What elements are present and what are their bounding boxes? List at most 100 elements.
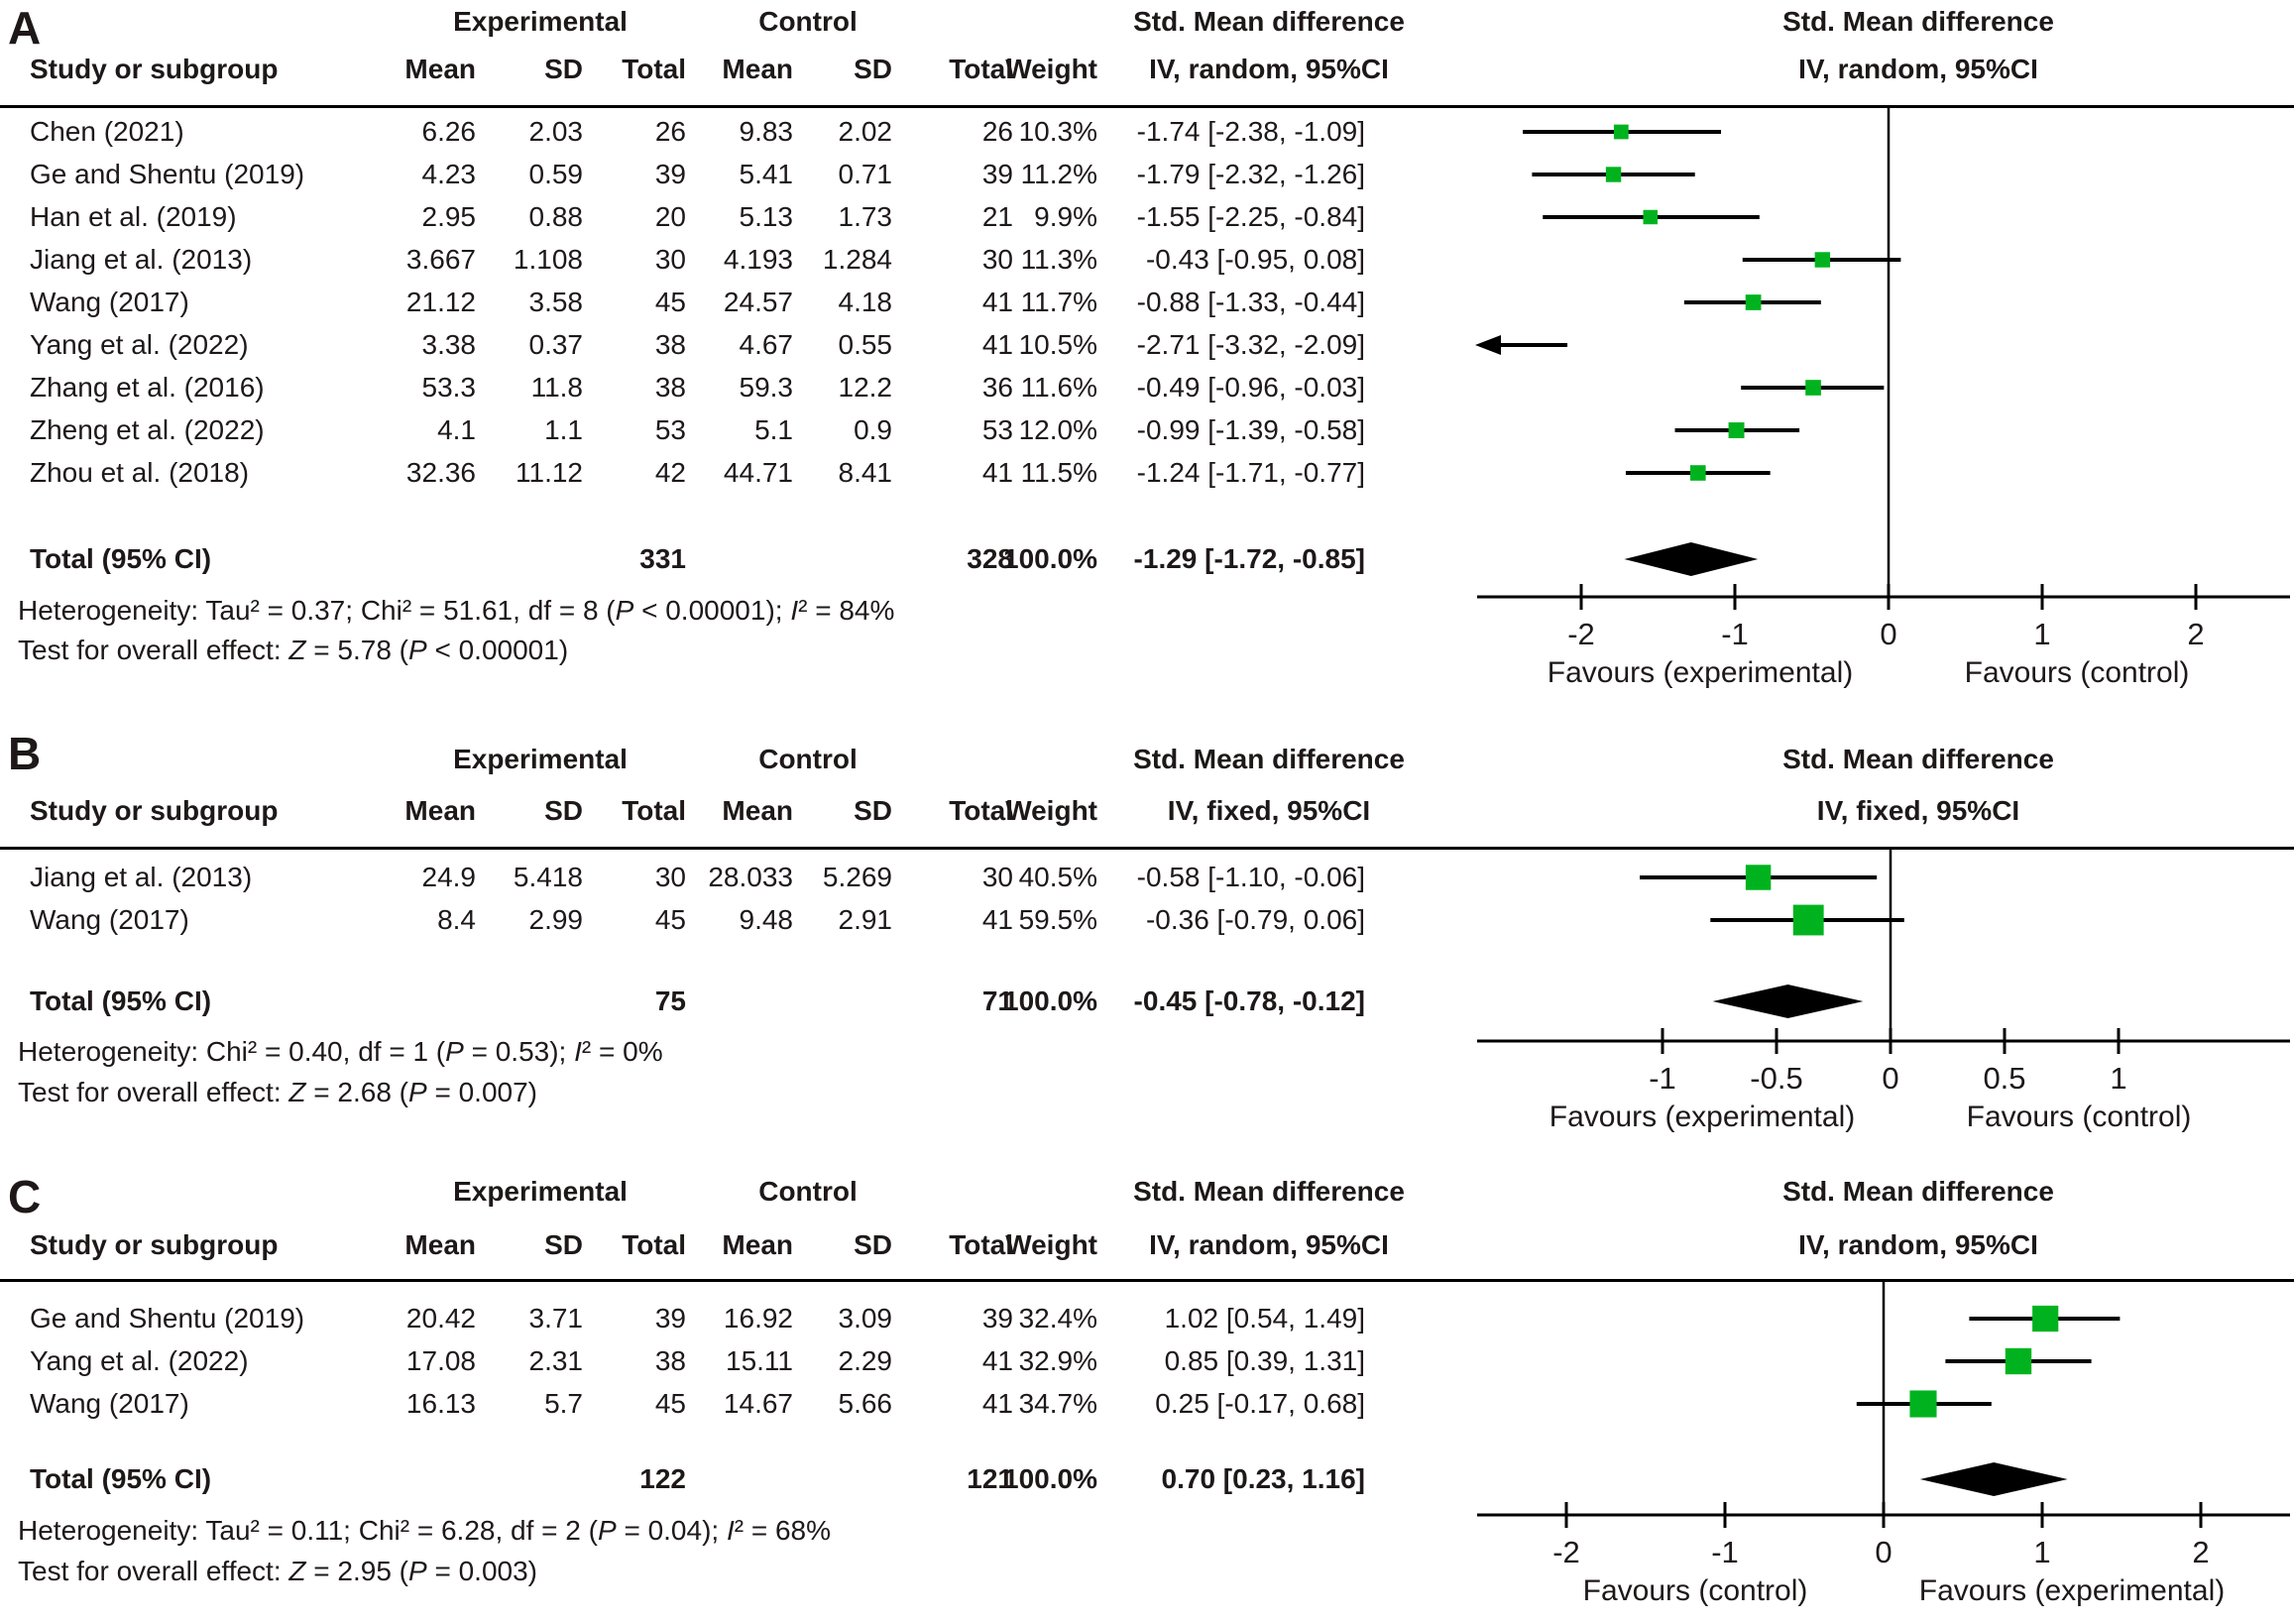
favours-right-label: Favours (experimental) — [1919, 1574, 2225, 1607]
favours-right-label: Favours (control) — [1965, 656, 2190, 689]
heterogeneity-text: Heterogeneity: Chi² = 0.40, df = 1 (P = … — [18, 1036, 663, 1067]
cell-ctrl-total: 39 — [981, 159, 1013, 189]
cell-ctrl-mean: 44.71 — [723, 457, 793, 488]
cell-exp-total: 26 — [654, 116, 686, 147]
column-header-sd-control: SD — [854, 795, 892, 826]
cell-exp-sd: 11.12 — [516, 457, 583, 488]
total-exp-n: 122 — [639, 1463, 686, 1494]
cell-ctrl-total: 30 — [981, 244, 1013, 275]
cell-smd-ci: -1.79 [-2.32, -1.26] — [1136, 159, 1365, 189]
panel-letter: A — [8, 2, 42, 54]
effect-square — [1643, 209, 1658, 225]
effect-square — [1745, 865, 1772, 890]
cell-weight: 12.0% — [1018, 414, 1097, 445]
effect-square — [1613, 124, 1629, 140]
study-name: Jiang et al. (2013) — [30, 244, 253, 275]
cell-weight: 10.3% — [1018, 116, 1097, 147]
plot-method: IV, random, 95%CI — [1798, 54, 2038, 84]
cell-exp-total: 30 — [654, 244, 686, 275]
column-header-study: Study or subgroup — [30, 54, 279, 84]
effect-square — [1805, 380, 1821, 396]
effect-column-title: Std. Mean difference — [1133, 6, 1405, 37]
column-header-total-control: Total — [949, 795, 1013, 826]
cell-ctrl-total: 41 — [981, 1345, 1013, 1376]
cell-exp-total: 42 — [654, 457, 686, 488]
study-name: Ge and Shentu (2019) — [30, 1303, 305, 1334]
column-header-weight: Weight — [1005, 795, 1097, 826]
column-header-sd-experimental: SD — [544, 795, 583, 826]
cell-exp-sd: 5.418 — [513, 862, 583, 892]
study-name: Zheng et al. (2022) — [30, 414, 265, 445]
column-header-total-control: Total — [949, 1229, 1013, 1260]
cell-smd-ci: -0.36 [-0.79, 0.06] — [1145, 904, 1365, 935]
column-header-mean-experimental: Mean — [404, 1229, 476, 1260]
favours-left-label: Favours (experimental) — [1549, 1101, 1855, 1133]
total-weight: 100.0% — [1003, 1463, 1097, 1494]
cell-ctrl-total: 36 — [981, 372, 1013, 403]
cell-exp-sd: 1.1 — [544, 414, 583, 445]
cell-smd-ci: -0.99 [-1.39, -0.58] — [1136, 414, 1365, 445]
cell-weight: 9.9% — [1034, 201, 1097, 232]
effect-square — [1605, 167, 1622, 182]
favours-left-label: Favours (control) — [1583, 1574, 1808, 1607]
total-ctrl-n: 71 — [981, 986, 1013, 1016]
cell-weight: 11.3% — [1020, 244, 1097, 275]
column-header-total-experimental: Total — [622, 1229, 686, 1260]
axis-tick-label: -1 — [1721, 617, 1749, 651]
cell-exp-mean: 17.08 — [405, 1345, 476, 1376]
cell-ctrl-total: 53 — [981, 414, 1013, 445]
cell-ctrl-total: 41 — [981, 329, 1013, 360]
effect-column-method: IV, random, 95%CI — [1149, 1229, 1389, 1260]
cell-weight: 11.6% — [1020, 372, 1097, 403]
group-header-experimental: Experimental — [453, 1176, 628, 1207]
axis-tick-label: -1 — [1711, 1535, 1739, 1569]
cell-exp-sd: 0.37 — [528, 329, 584, 360]
cell-ctrl-mean: 28.033 — [708, 862, 793, 892]
total-smd-ci: -1.29 [-1.72, -0.85] — [1133, 543, 1365, 574]
cell-exp-total: 30 — [654, 862, 686, 892]
cell-smd-ci: -1.74 [-2.38, -1.09] — [1136, 116, 1365, 147]
study-name: Yang et al. (2022) — [30, 329, 249, 360]
total-exp-n: 331 — [639, 543, 686, 574]
cell-weight: 10.5% — [1018, 329, 1097, 360]
cell-exp-total: 45 — [654, 904, 686, 935]
axis-tick-label: -2 — [1552, 1535, 1580, 1569]
cell-exp-total: 20 — [654, 201, 686, 232]
cell-ctrl-sd: 0.71 — [838, 159, 893, 189]
overall-effect-text: Test for overall effect: Z = 2.95 (P = 0… — [18, 1556, 538, 1586]
plot-title: Std. Mean difference — [1782, 1176, 2054, 1207]
cell-ctrl-mean: 5.41 — [739, 159, 794, 189]
cell-ctrl-sd: 2.29 — [838, 1345, 893, 1376]
cell-exp-total: 38 — [654, 329, 686, 360]
cell-ctrl-mean: 5.13 — [739, 201, 794, 232]
cell-ctrl-total: 41 — [981, 904, 1013, 935]
column-header-weight: Weight — [1005, 54, 1097, 84]
group-header-experimental: Experimental — [453, 6, 628, 37]
cell-ctrl-sd: 0.9 — [854, 414, 892, 445]
study-name: Zhang et al. (2016) — [30, 372, 265, 403]
cell-exp-mean: 20.42 — [405, 1303, 476, 1334]
cell-exp-sd: 11.8 — [530, 372, 583, 403]
cell-exp-total: 45 — [654, 1388, 686, 1419]
study-name: Ge and Shentu (2019) — [30, 159, 305, 189]
heterogeneity-text: Heterogeneity: Tau² = 0.37; Chi² = 51.61… — [18, 595, 895, 626]
cell-weight: 59.5% — [1018, 904, 1097, 935]
cell-exp-mean: 21.12 — [405, 287, 476, 317]
cell-exp-total: 39 — [654, 159, 686, 189]
study-name: Zhou et al. (2018) — [30, 457, 250, 488]
heterogeneity-text: Heterogeneity: Tau² = 0.11; Chi² = 6.28,… — [18, 1515, 832, 1546]
cell-weight: 11.5% — [1020, 457, 1097, 488]
cell-ctrl-mean: 59.3 — [739, 372, 794, 403]
cell-exp-total: 39 — [654, 1303, 686, 1334]
cell-exp-mean: 2.95 — [421, 201, 477, 232]
cell-weight: 40.5% — [1018, 862, 1097, 892]
column-header-total-control: Total — [949, 54, 1013, 84]
column-header-sd-control: SD — [854, 54, 892, 84]
cell-ctrl-mean: 9.83 — [739, 116, 794, 147]
cell-exp-mean: 16.13 — [405, 1388, 476, 1419]
cell-exp-total: 38 — [654, 372, 686, 403]
cell-ctrl-total: 21 — [981, 201, 1013, 232]
cell-ctrl-mean: 16.92 — [723, 1303, 793, 1334]
cell-weight: 32.4% — [1018, 1303, 1097, 1334]
cell-smd-ci: -1.24 [-1.71, -0.77] — [1136, 457, 1365, 488]
